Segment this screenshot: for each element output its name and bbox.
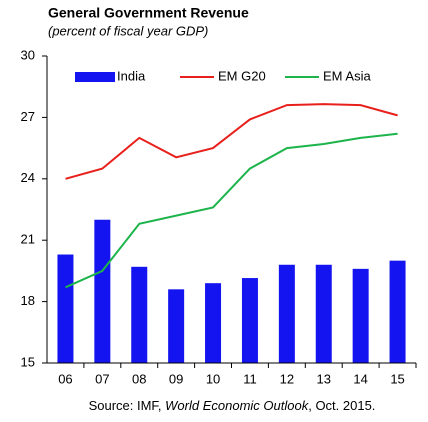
bar <box>389 260 406 363</box>
bar <box>352 268 369 363</box>
source-text: World Economic Outlook <box>165 398 310 413</box>
y-tick-label: 24 <box>21 170 35 185</box>
legend-label: India <box>117 68 146 83</box>
bar <box>278 264 295 363</box>
x-tick-label: 15 <box>390 371 404 386</box>
y-tick-label: 18 <box>21 293 35 308</box>
bar <box>131 266 148 363</box>
source: Source: IMF, World Economic Outlook, Oct… <box>89 398 376 413</box>
bar <box>315 264 332 363</box>
line <box>65 132 398 289</box>
x-tick-label: 08 <box>132 371 146 386</box>
line <box>65 103 398 180</box>
y-tick-label: 15 <box>21 354 35 369</box>
source-text: Source: IMF, <box>89 398 166 413</box>
bar <box>205 283 222 363</box>
x-tick-label: 10 <box>206 371 220 386</box>
x-tick-label: 06 <box>58 371 72 386</box>
bar <box>57 254 74 363</box>
chart-subtitle: (percent of fiscal year GDP) <box>48 23 208 38</box>
bar <box>241 278 258 363</box>
x-tick-label: 12 <box>280 371 294 386</box>
y-tick-label: 21 <box>21 232 35 247</box>
legend-swatch <box>75 72 115 82</box>
source-text: , Oct. 2015. <box>308 398 375 413</box>
bar <box>168 289 185 363</box>
chart-title: General Government Revenue <box>48 5 249 21</box>
x-tick-label: 14 <box>353 371 367 386</box>
y-tick-label: 30 <box>21 47 35 62</box>
bar <box>94 219 111 363</box>
x-tick-label: 13 <box>317 371 331 386</box>
y-tick-label: 27 <box>21 109 35 124</box>
legend-label: EM G20 <box>218 68 266 83</box>
x-tick-label: 11 <box>243 371 257 386</box>
x-tick-label: 07 <box>95 371 109 386</box>
legend-label: EM Asia <box>323 68 371 83</box>
x-tick-label: 09 <box>169 371 183 386</box>
